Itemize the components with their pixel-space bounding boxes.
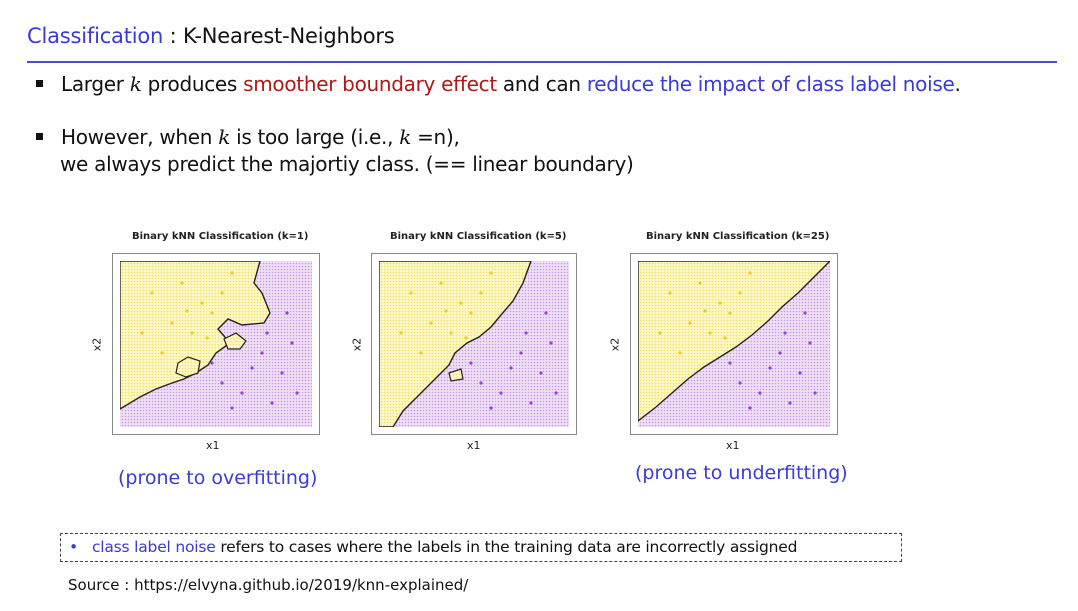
- bullet-square-icon: [36, 80, 43, 87]
- bullet-text: and can: [496, 72, 587, 96]
- bullet-text: produces: [141, 72, 244, 96]
- k-symbol: k: [399, 125, 412, 149]
- plot-xlabel-k25: x1: [726, 439, 740, 452]
- note-bullet-icon: •: [69, 538, 78, 556]
- note-box: • class label noise refers to cases where…: [60, 533, 902, 562]
- bullet-text: .: [954, 72, 961, 96]
- bullet-text: is too large (i.e.,: [230, 125, 400, 149]
- plot-title-k5: Binary kNN Classification (k=5): [390, 231, 567, 242]
- bullet-too-large-k: However, when k is too large (i.e., k =n…: [36, 125, 460, 149]
- bullet-second-line: we always predict the majortiy class. (=…: [60, 152, 634, 176]
- bullet-text: Larger: [61, 72, 130, 96]
- bullet-text: However, when: [61, 125, 219, 149]
- title-highlight: Classification: [27, 24, 164, 48]
- plot-ylabel-k1: x2: [90, 337, 104, 352]
- plot-title-k1: Binary kNN Classification (k=1): [132, 231, 309, 242]
- plot-ylabel-k5: x2: [350, 337, 364, 352]
- plot-xlabel-k5: x1: [467, 439, 481, 452]
- knn-plot-k5: [371, 253, 577, 435]
- points-k1: [140, 271, 299, 410]
- points-k5: [399, 271, 558, 410]
- knn-plot-k25: [630, 253, 838, 435]
- caption-underfitting: (prone to underfitting): [635, 462, 848, 484]
- yellow-region-k25: [638, 261, 830, 422]
- island-k5: [448, 368, 464, 382]
- note-text: • class label noise refers to cases where…: [69, 538, 797, 556]
- note-highlight: class label noise: [91, 538, 216, 556]
- source-citation: Source : https://elvyna.github.io/2019/k…: [68, 576, 469, 594]
- plot-xlabel-k1: x1: [206, 439, 220, 452]
- points-k25: [658, 271, 817, 410]
- bullet-text: =n),: [411, 125, 460, 149]
- k-symbol: k: [218, 125, 231, 149]
- title-divider: [27, 61, 1057, 63]
- blue-highlight: reduce the impact of class label noise: [586, 72, 955, 96]
- caption-overfitting: (prone to overfitting): [118, 467, 318, 489]
- bullet-square-icon: [36, 133, 43, 140]
- island-k1: [223, 332, 247, 350]
- red-highlight: smoother boundary effect: [243, 72, 497, 96]
- title-rest: : K-Nearest-Neighbors: [163, 24, 395, 48]
- k-symbol: k: [129, 72, 142, 96]
- note-rest: refers to cases where the labels in the …: [215, 538, 798, 556]
- knn-plot-k1: [112, 253, 320, 435]
- plot-title-k25: Binary kNN Classification (k=25): [646, 231, 830, 242]
- bullet-larger-k: Larger k produces smoother boundary effe…: [36, 72, 961, 96]
- yellow-region-k5: [379, 261, 532, 427]
- plot-ylabel-k25: x2: [608, 337, 622, 352]
- slide-title: Classification : K-Nearest-Neighbors: [27, 24, 395, 48]
- island-k1: [175, 356, 201, 378]
